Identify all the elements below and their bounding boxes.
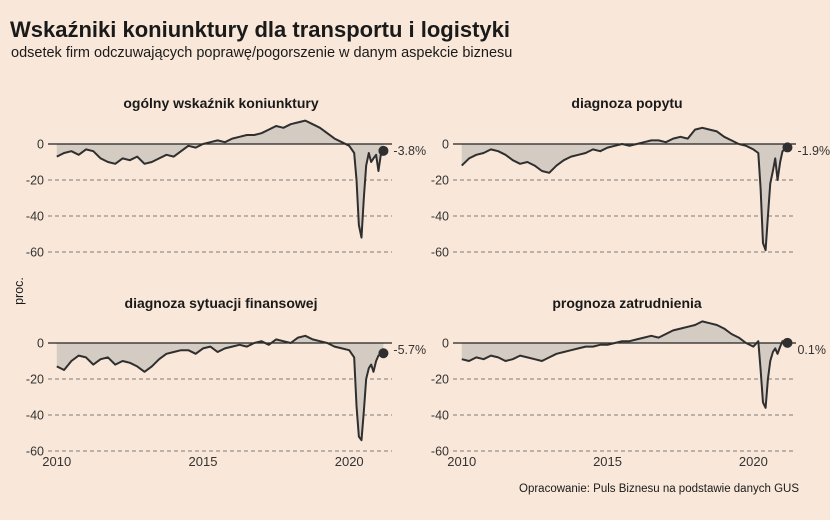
- end-value-label: 0.1%: [797, 343, 826, 357]
- end-value-label: -3.8%: [393, 144, 426, 158]
- x-tick-label: 2020: [335, 454, 364, 469]
- y-tick-label: -20: [431, 373, 449, 387]
- series-area: [56, 335, 384, 441]
- series-area: [56, 120, 384, 238]
- series-line: [461, 320, 788, 409]
- y-tick-label: 0: [442, 138, 449, 152]
- series-line: [461, 126, 789, 252]
- panel-title: diagnoza popytu: [571, 95, 682, 111]
- y-tick-label: -40: [431, 210, 449, 224]
- y-tick-label: -40: [431, 409, 449, 423]
- y-tick-label: 0: [442, 337, 449, 351]
- x-tick-label: 2015: [593, 454, 622, 469]
- panel-title: diagnoza sytuacji finansowej: [125, 295, 318, 311]
- y-tick-label: -20: [431, 174, 449, 188]
- series-area: [461, 321, 788, 408]
- y-tick-label: 0: [37, 337, 44, 351]
- end-point: [378, 145, 389, 156]
- y-tick-label: -40: [26, 409, 44, 423]
- end-point: [378, 348, 389, 359]
- series-area: [461, 127, 788, 251]
- source-caption: Opracowanie: Puls Biznesu na podstawie d…: [519, 483, 799, 495]
- y-tick-label: -60: [26, 246, 44, 260]
- y-tick-label: -20: [26, 174, 44, 188]
- x-tick-label: 2015: [189, 454, 218, 469]
- chart-subtitle: odsetek firm odczuwających poprawę/pogor…: [11, 45, 513, 61]
- end-point: [782, 142, 793, 153]
- y-tick-label: -60: [431, 246, 449, 260]
- end-value-label: -1.9%: [797, 144, 830, 158]
- y-tick-label: -40: [26, 210, 44, 224]
- panel-title: prognoza zatrudnienia: [552, 295, 702, 311]
- end-point: [782, 337, 793, 348]
- series-line: [56, 119, 385, 239]
- y-tick-label: 0: [37, 138, 44, 152]
- panel-title: ogólny wskaźnik koniunktury: [123, 95, 318, 111]
- chart-title: Wskaźniki koniunktury dla transportu i l…: [10, 17, 510, 42]
- y-tick-label: -60: [431, 445, 449, 459]
- x-tick-label: 2020: [739, 454, 768, 469]
- x-tick-label: 2010: [42, 454, 71, 469]
- end-value-label: -5.7%: [393, 343, 426, 357]
- series-line: [56, 334, 384, 442]
- y-tick-label: -60: [26, 445, 44, 459]
- x-tick-label: 2010: [447, 454, 476, 469]
- y-tick-label: -20: [26, 373, 44, 387]
